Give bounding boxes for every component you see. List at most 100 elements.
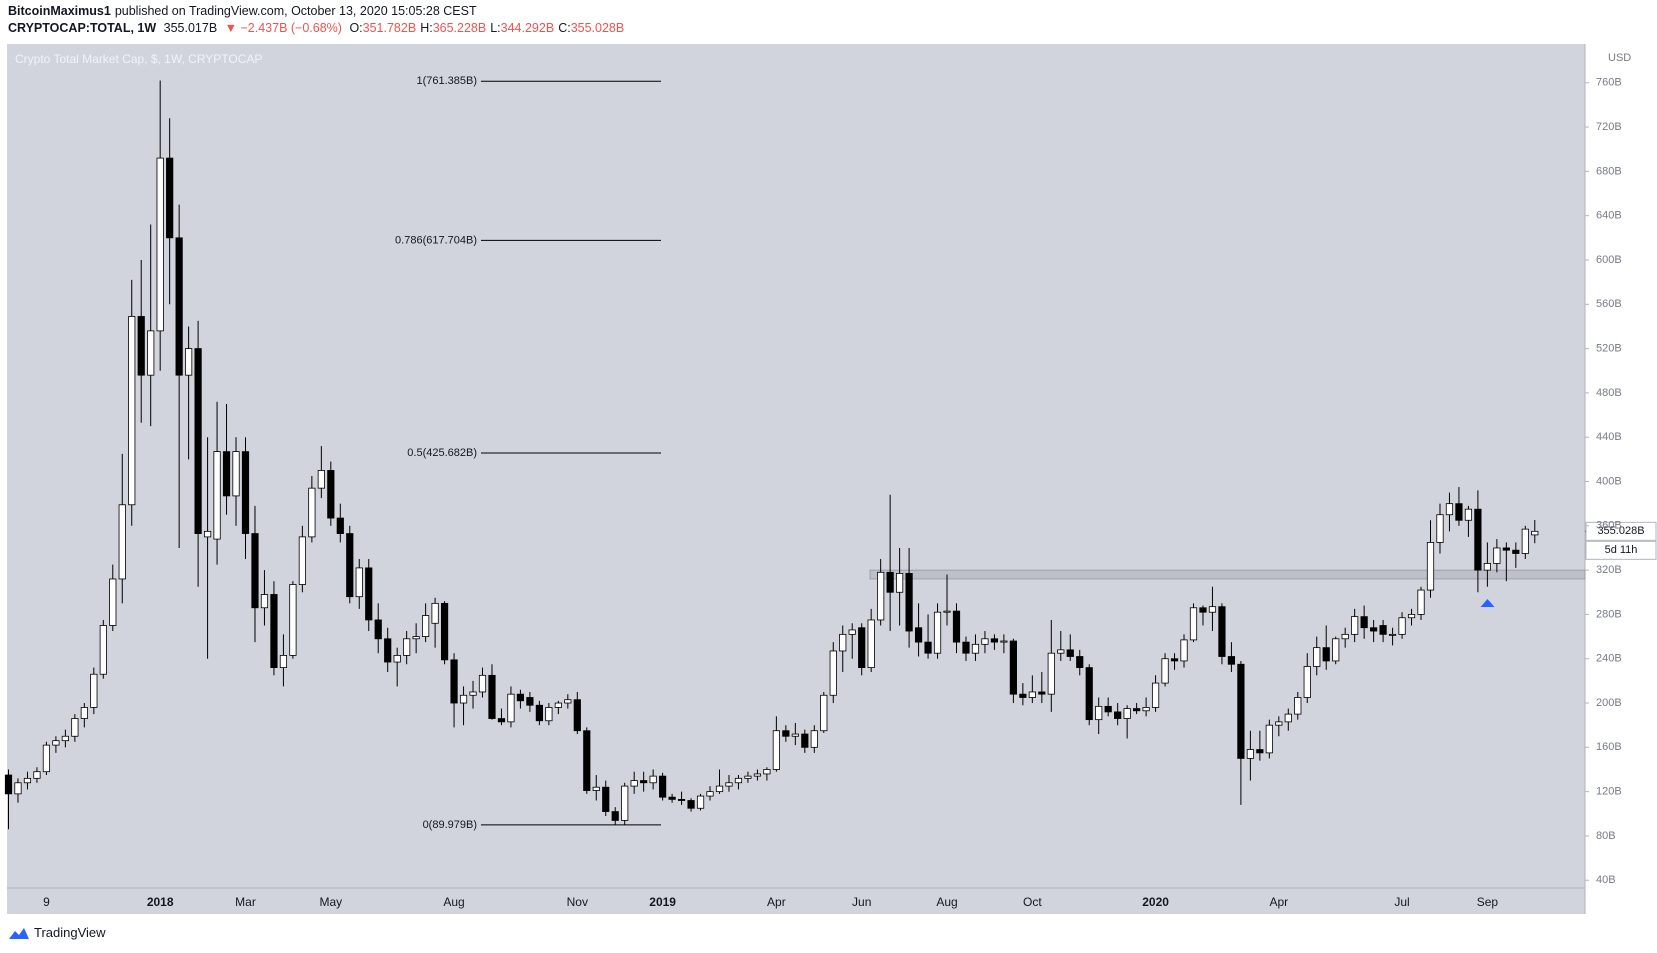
x-tick-label: Apr xyxy=(1269,895,1288,909)
y-tick-label: 200B xyxy=(1596,697,1622,709)
candle-body xyxy=(1114,711,1122,719)
candle-body xyxy=(630,780,638,787)
candle-body xyxy=(564,699,572,704)
x-tick-label: Nov xyxy=(567,895,588,909)
candle-body xyxy=(592,786,600,791)
candle-body xyxy=(507,693,515,723)
candle-body xyxy=(611,811,619,821)
candle-body xyxy=(1237,663,1245,759)
candle-body xyxy=(90,673,98,708)
candle-body xyxy=(602,786,610,812)
candle-body xyxy=(545,707,553,722)
candle-body xyxy=(497,718,506,723)
candle-body xyxy=(1426,542,1435,591)
candle-body xyxy=(298,536,306,585)
candle-body xyxy=(469,691,477,696)
candle-body xyxy=(535,704,543,722)
last-price-box xyxy=(1585,521,1657,541)
candle-body xyxy=(1028,691,1036,698)
y-tick-label: 560B xyxy=(1596,298,1622,310)
level-label: 0(89.979B) xyxy=(423,819,477,831)
candle-body xyxy=(431,602,439,624)
candle-body xyxy=(1474,508,1482,571)
candle-body xyxy=(1284,713,1292,723)
countdown-box xyxy=(1585,540,1657,560)
author[interactable]: BitcoinMaximus1 xyxy=(8,4,111,18)
candle-body xyxy=(384,638,392,663)
candle-body xyxy=(279,655,288,668)
ohlc-value: 355.028B xyxy=(570,21,625,35)
candle-body xyxy=(933,611,942,654)
x-tick-label: 2020 xyxy=(1142,895,1169,909)
candle-body xyxy=(858,627,866,668)
candle-body xyxy=(1104,705,1112,713)
candle-body xyxy=(1388,633,1397,636)
candle-body xyxy=(573,699,581,732)
candle-body xyxy=(687,800,695,809)
candle-body xyxy=(839,633,847,652)
candle-body xyxy=(1464,508,1473,521)
candle-body xyxy=(422,615,430,637)
candle-body xyxy=(706,791,714,797)
candle-body xyxy=(725,782,733,787)
candle-body xyxy=(232,451,240,497)
candle-body xyxy=(896,573,904,593)
candle-body xyxy=(877,571,885,621)
candle-body xyxy=(1483,563,1491,571)
candle-body xyxy=(317,470,325,489)
y-tick-label: 680B xyxy=(1596,165,1622,177)
candle-body xyxy=(185,348,193,376)
x-tick-label: Jun xyxy=(852,895,871,909)
candle-body xyxy=(412,636,420,640)
footer: TradingView xyxy=(8,925,106,940)
candle-body xyxy=(1000,640,1008,643)
candle-body xyxy=(1151,682,1160,708)
candle-body xyxy=(1351,616,1359,635)
candle-body xyxy=(355,567,363,598)
candle-body xyxy=(772,730,780,770)
candle-body xyxy=(308,487,316,538)
candle-body xyxy=(1265,724,1273,754)
x-tick-label: May xyxy=(319,895,342,909)
candle-body xyxy=(952,610,961,643)
candle-body xyxy=(715,785,724,793)
candle-body xyxy=(1180,639,1188,662)
candle-body xyxy=(744,775,752,779)
candle-body xyxy=(327,470,335,519)
candle-body xyxy=(1455,503,1463,521)
candle-body xyxy=(109,578,117,626)
candle-body xyxy=(175,237,183,376)
y-tick-label: 320B xyxy=(1596,564,1622,576)
candle-body xyxy=(440,602,449,661)
y-tick-label: 600B xyxy=(1596,254,1622,266)
candle-body xyxy=(1218,606,1226,657)
ohlc-key: H: xyxy=(420,21,433,35)
candle-body xyxy=(213,451,221,540)
x-tick-label: Aug xyxy=(443,895,464,909)
axis-label: USD xyxy=(1608,52,1631,64)
y-tick-label: 640B xyxy=(1596,210,1622,222)
candle-body xyxy=(990,638,999,643)
candle-body xyxy=(1085,667,1093,721)
marker-triangle xyxy=(1480,599,1495,607)
candle-body xyxy=(1322,647,1330,662)
chart-pane xyxy=(7,44,1585,914)
candle-body xyxy=(393,655,401,663)
candle-body xyxy=(1379,625,1387,635)
annotations: 1(761.385B) 0.786(617.704B) 0.5(425.682B) 0… xyxy=(395,75,1657,831)
y-tick-label: 40B xyxy=(1596,874,1616,886)
y-tick-label: 760B xyxy=(1596,77,1622,89)
candle-body xyxy=(810,730,818,748)
last-value: 355.017B xyxy=(163,21,218,35)
candle-body xyxy=(763,769,771,775)
candle-body xyxy=(346,533,354,598)
candle-body xyxy=(459,694,468,704)
last-price-label: 355.028B xyxy=(1597,525,1644,537)
candle-body xyxy=(1066,649,1074,657)
candle-body xyxy=(640,780,648,784)
ohlc-key: C: xyxy=(558,21,571,35)
candle-body xyxy=(801,733,809,748)
candle-body xyxy=(1199,607,1207,613)
candle-body xyxy=(914,627,923,643)
chart-title: Crypto Total Market Cap, $, 1W, CRYPTOCA… xyxy=(15,52,262,66)
